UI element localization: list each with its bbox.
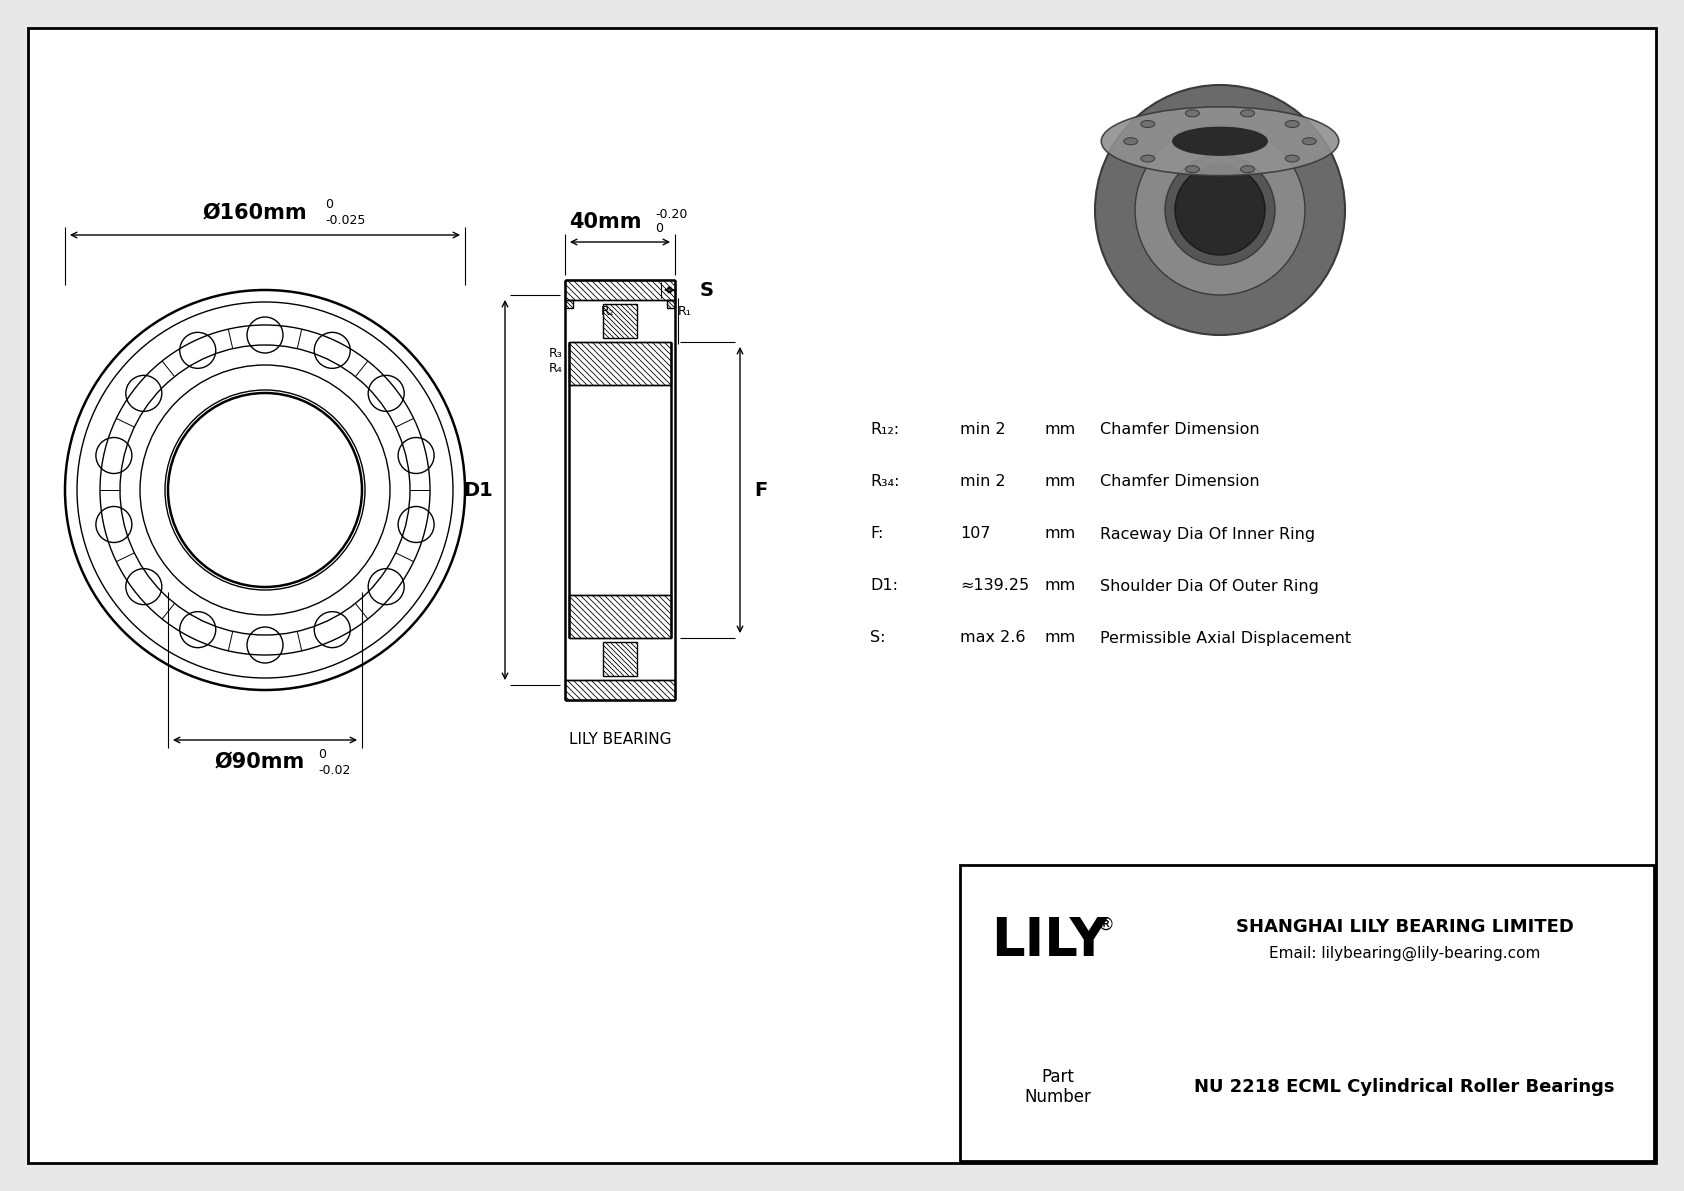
Text: NU 2218 ECML Cylindrical Roller Bearings: NU 2218 ECML Cylindrical Roller Bearings bbox=[1194, 1078, 1615, 1096]
Text: S:: S: bbox=[871, 630, 886, 646]
Text: R₄: R₄ bbox=[549, 362, 562, 375]
Text: S: S bbox=[701, 281, 714, 299]
Text: R₃₄:: R₃₄: bbox=[871, 474, 899, 490]
Text: SHANGHAI LILY BEARING LIMITED: SHANGHAI LILY BEARING LIMITED bbox=[1236, 918, 1573, 936]
Text: mm: mm bbox=[1046, 630, 1076, 646]
Text: Chamfer Dimension: Chamfer Dimension bbox=[1100, 423, 1260, 437]
Text: 0: 0 bbox=[325, 199, 333, 212]
Bar bbox=[603, 304, 637, 338]
Text: -0.02: -0.02 bbox=[318, 763, 350, 777]
Text: Raceway Dia Of Inner Ring: Raceway Dia Of Inner Ring bbox=[1100, 526, 1315, 542]
Text: 40mm: 40mm bbox=[569, 212, 642, 232]
Text: Permissible Axial Displacement: Permissible Axial Displacement bbox=[1100, 630, 1351, 646]
Text: 0: 0 bbox=[318, 748, 327, 761]
Circle shape bbox=[1095, 85, 1346, 335]
Text: mm: mm bbox=[1046, 423, 1076, 437]
Text: min 2: min 2 bbox=[960, 423, 1005, 437]
Ellipse shape bbox=[1285, 155, 1298, 162]
Text: D1:: D1: bbox=[871, 579, 898, 593]
Ellipse shape bbox=[1302, 138, 1317, 145]
Text: max 2.6: max 2.6 bbox=[960, 630, 1026, 646]
Ellipse shape bbox=[1123, 138, 1138, 145]
Ellipse shape bbox=[1101, 107, 1339, 175]
Text: 0: 0 bbox=[655, 223, 663, 236]
Text: mm: mm bbox=[1046, 474, 1076, 490]
Bar bbox=[960, 865, 1654, 1161]
Circle shape bbox=[1135, 125, 1305, 295]
Bar bbox=[566, 300, 573, 308]
Ellipse shape bbox=[1241, 110, 1255, 117]
Ellipse shape bbox=[1285, 120, 1298, 127]
Ellipse shape bbox=[1241, 166, 1255, 173]
Text: F:: F: bbox=[871, 526, 884, 542]
Text: R₃: R₃ bbox=[549, 347, 562, 360]
Text: Email: lilybearing@lily-bearing.com: Email: lilybearing@lily-bearing.com bbox=[1268, 946, 1541, 961]
Text: ≈139.25: ≈139.25 bbox=[960, 579, 1029, 593]
Text: LILY: LILY bbox=[992, 915, 1108, 967]
Text: R₁: R₁ bbox=[679, 305, 692, 318]
Text: -0.025: -0.025 bbox=[325, 214, 365, 227]
Bar bbox=[569, 596, 670, 638]
Text: Chamfer Dimension: Chamfer Dimension bbox=[1100, 474, 1260, 490]
Bar bbox=[569, 342, 670, 385]
Text: Ø90mm: Ø90mm bbox=[216, 752, 305, 772]
Text: -0.20: -0.20 bbox=[655, 208, 687, 222]
Circle shape bbox=[1165, 155, 1275, 266]
Text: F: F bbox=[754, 480, 768, 499]
Ellipse shape bbox=[1172, 127, 1268, 155]
Text: 107: 107 bbox=[960, 526, 990, 542]
Text: mm: mm bbox=[1046, 526, 1076, 542]
Text: min 2: min 2 bbox=[960, 474, 1005, 490]
Text: mm: mm bbox=[1046, 579, 1076, 593]
Text: LILY BEARING: LILY BEARING bbox=[569, 732, 672, 748]
Ellipse shape bbox=[1186, 166, 1199, 173]
Bar bbox=[667, 300, 675, 308]
Bar bbox=[566, 680, 675, 700]
Text: Part
Number: Part Number bbox=[1024, 1067, 1091, 1106]
Text: Shoulder Dia Of Outer Ring: Shoulder Dia Of Outer Ring bbox=[1100, 579, 1319, 593]
Text: ®: ® bbox=[1096, 916, 1115, 934]
Text: R₂: R₂ bbox=[601, 305, 615, 318]
Ellipse shape bbox=[1140, 155, 1155, 162]
Ellipse shape bbox=[1186, 110, 1199, 117]
Bar bbox=[566, 280, 675, 300]
Circle shape bbox=[1175, 166, 1265, 255]
Ellipse shape bbox=[1140, 120, 1155, 127]
Bar bbox=[603, 642, 637, 676]
Text: R₁₂:: R₁₂: bbox=[871, 423, 899, 437]
Text: D1: D1 bbox=[463, 480, 493, 499]
Text: Ø160mm: Ø160mm bbox=[202, 202, 306, 223]
